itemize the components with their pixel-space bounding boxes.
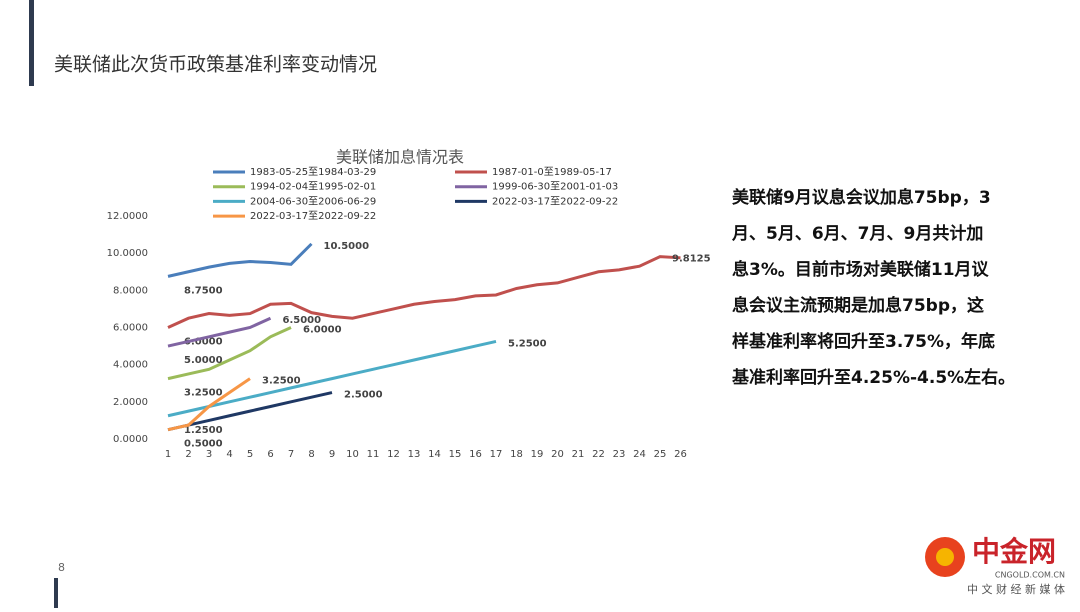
x-tick-label: 10 (346, 449, 359, 460)
data-label: 9.8125 (672, 254, 711, 265)
legend-label: 1994-02-04至1995-02-01 (250, 181, 376, 193)
data-label: 3.2500 (262, 376, 301, 387)
x-tick-label: 3 (206, 449, 212, 460)
x-tick-label: 16 (469, 449, 482, 460)
x-tick-label: 19 (531, 449, 544, 460)
side-text-line: 样基准利率将回升至3.75%，年底 (732, 331, 995, 352)
logo-slogan: 中 文 财 经 新 媒 体 (967, 582, 1065, 596)
side-text-line: 基准利率回升至4.25%-4.5%左右。 (731, 367, 1015, 388)
side-text-line: 月、5月、6月、7月、9月共计加 (731, 223, 983, 244)
y-tick-label: 10.0000 (107, 248, 148, 259)
data-label: 0.5000 (184, 439, 223, 450)
x-tick-label: 24 (633, 449, 646, 460)
side-text: 美联储9月议息会议加息75bp，3 月、5月、6月、7月、9月共计加息3%。目前市… (731, 187, 1015, 388)
x-tick-label: 1 (165, 449, 171, 460)
chart: 0.00002.00004.00006.00008.000010.000012.… (107, 166, 711, 460)
data-label: 5.2500 (508, 338, 547, 349)
page-number: 8 (58, 561, 65, 574)
y-tick-label: 6.0000 (113, 323, 148, 334)
x-tick-label: 22 (592, 449, 605, 460)
data-label: 5.0000 (184, 355, 223, 366)
x-tick-label: 5 (247, 449, 253, 460)
legend-label: 2022-03-17至2022-09-22 (250, 210, 376, 222)
x-tick-label: 18 (510, 449, 523, 460)
logo-icon-inner (936, 548, 954, 566)
legend-label: 1983-05-25至1984-03-29 (250, 166, 376, 178)
series-line (167, 255, 681, 329)
data-label: 6.5000 (283, 315, 322, 326)
y-tick-label: 12.0000 (107, 211, 148, 222)
data-label: 10.5000 (324, 241, 370, 252)
y-tick-label: 0.0000 (113, 434, 148, 445)
series-line (167, 316, 272, 348)
y-tick-label: 2.0000 (113, 397, 148, 408)
side-text-line: 息3%。目前市场对美联储11月议 (732, 259, 990, 280)
x-tick-label: 15 (449, 449, 462, 460)
x-tick-label: 14 (428, 449, 441, 460)
data-label: 1.2500 (184, 425, 223, 436)
footer-bar (54, 578, 58, 608)
series-line (167, 242, 313, 278)
x-tick-label: 8 (308, 449, 314, 460)
x-tick-label: 7 (288, 449, 294, 460)
x-tick-label: 11 (367, 449, 380, 460)
logo-name: 中金网 (972, 535, 1056, 568)
x-tick-label: 17 (490, 449, 503, 460)
legend-label: 1987-01-0至1989-05-17 (492, 166, 612, 178)
title-bar (29, 0, 34, 86)
series-line (167, 377, 251, 432)
logo-site: CNGOLD.COM.CN (995, 571, 1065, 580)
y-tick-label: 8.0000 (113, 285, 148, 296)
data-label: 6.0000 (303, 325, 342, 336)
x-tick-label: 26 (674, 449, 687, 460)
side-text-line: 美联储9月议息会议加息75bp，3 (732, 187, 991, 208)
x-tick-label: 6 (267, 449, 273, 460)
legend-label: 1999-06-30至2001-01-03 (492, 181, 618, 193)
series-line (167, 326, 292, 381)
data-label: 3.2500 (184, 388, 223, 399)
x-tick-label: 9 (329, 449, 335, 460)
series-line (167, 339, 497, 418)
slide-title: 美联储此次货币政策基准利率变动情况 (54, 54, 377, 76)
x-tick-label: 21 (572, 449, 585, 460)
x-tick-label: 12 (387, 449, 400, 460)
data-label: 6.0000 (184, 337, 223, 348)
x-tick-label: 13 (408, 449, 421, 460)
x-tick-label: 23 (613, 449, 626, 460)
x-tick-label: 25 (654, 449, 667, 460)
y-tick-label: 4.0000 (113, 360, 148, 371)
data-label: 8.7500 (184, 285, 223, 296)
chart-title: 美联储加息情况表 (336, 148, 464, 167)
x-tick-label: 20 (551, 449, 564, 460)
data-label: 2.5000 (344, 390, 383, 401)
series-line (167, 391, 333, 432)
x-tick-label: 4 (226, 449, 232, 460)
legend-label: 2022-03-17至2022-09-22 (492, 195, 618, 207)
side-text-line: 息会议主流预期是加息75bp，这 (732, 295, 984, 316)
x-tick-label: 2 (185, 449, 191, 460)
legend-label: 2004-06-30至2006-06-29 (250, 195, 376, 207)
